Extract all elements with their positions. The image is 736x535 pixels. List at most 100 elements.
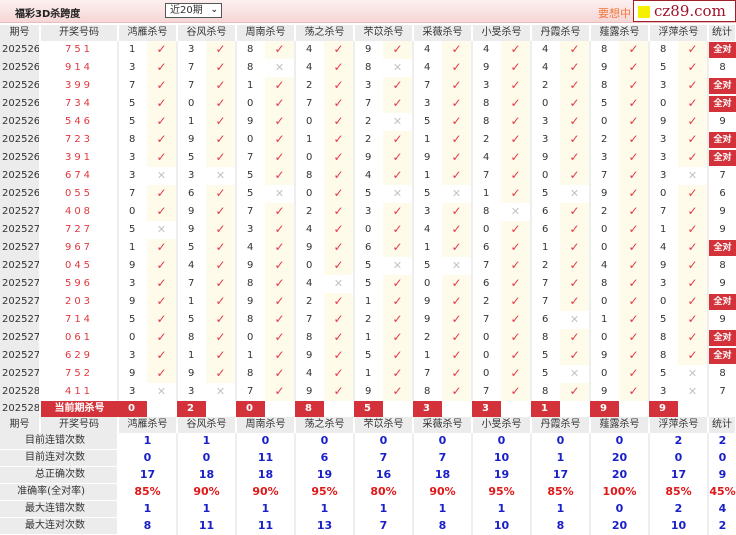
stat-count: 8 — [719, 260, 726, 271]
result-cell: ✓ — [619, 257, 649, 275]
result-cell: ✓ — [324, 59, 354, 77]
result-cell: ✓ — [560, 77, 590, 95]
stats-value: 6 — [294, 449, 354, 467]
check-icon: ✓ — [687, 114, 698, 128]
all-correct-badge: 全对 — [710, 42, 736, 58]
issue-cell: 2025278 — [0, 347, 41, 365]
result-cell: ✓ — [442, 77, 472, 95]
kill-number: 9 — [353, 149, 383, 167]
check-icon: ✓ — [392, 78, 403, 92]
result-cell: ✓ — [678, 311, 708, 329]
result-cell: ✓ — [206, 257, 236, 275]
stat-count: 9 — [719, 116, 726, 127]
cross-icon: ✕ — [569, 312, 580, 326]
result-cell: ✓ — [206, 293, 236, 311]
draw-number: 751 — [64, 44, 94, 55]
check-icon: ✓ — [333, 204, 344, 218]
result-cell: ✓ — [619, 311, 649, 329]
check-icon: ✓ — [392, 132, 403, 146]
column-header-draw: 开奖号码 — [40, 417, 119, 433]
stats-label: 最大连错次数 — [0, 500, 119, 518]
stats-value: 1 — [235, 500, 295, 518]
site-logo[interactable]: cz89.com — [633, 0, 736, 22]
kill-number: 9 — [235, 113, 265, 131]
result-cell: ✓ — [560, 59, 590, 77]
check-icon: ✓ — [156, 114, 167, 128]
check-icon: ✓ — [392, 348, 403, 362]
kill-number: 8 — [530, 329, 560, 347]
check-icon: ✓ — [215, 330, 226, 344]
issue-cell: 2025261 — [0, 41, 41, 59]
column-header-predictor: 鸿雁杀号 — [118, 25, 178, 41]
kill-number: 4 — [294, 275, 324, 293]
check-icon: ✓ — [156, 78, 167, 92]
result-cell: ✓ — [206, 311, 236, 329]
issue-cell: 2025271 — [0, 221, 41, 239]
stat-count: 7 — [719, 170, 726, 181]
column-header-predictor: 浮萍杀号 — [649, 25, 709, 41]
check-icon: ✓ — [274, 240, 285, 254]
check-icon: ✓ — [510, 384, 521, 398]
current-kill-number: 2 — [177, 401, 206, 417]
result-cell: ✓ — [147, 257, 177, 275]
result-cell: ✓ — [619, 275, 649, 293]
result-cell: ✕ — [678, 383, 708, 401]
stat-cell: 全对 — [707, 293, 736, 311]
stats-value: 1 — [412, 500, 472, 518]
result-cell: ✓ — [324, 383, 354, 401]
current-kill-number: 1 — [531, 401, 560, 417]
check-icon: ✓ — [569, 222, 580, 236]
stats-value: 85% — [117, 483, 177, 501]
result-cell: ✓ — [560, 149, 590, 167]
kill-number: 9 — [471, 59, 501, 77]
result-cell: ✓ — [383, 77, 413, 95]
kill-number: 7 — [530, 275, 560, 293]
kill-number: 4 — [294, 41, 324, 59]
kill-number: 2 — [353, 311, 383, 329]
kill-number: 8 — [235, 275, 265, 293]
result-cell: ✓ — [619, 221, 649, 239]
column-header-predictor: 小旻杀号 — [472, 417, 532, 433]
page-title: 福彩3D杀跨度 — [15, 9, 81, 20]
stats-value: 20 — [589, 449, 649, 467]
kill-number: 9 — [176, 203, 206, 221]
current-kill-number: 9 — [590, 401, 619, 417]
check-icon: ✓ — [451, 150, 462, 164]
kill-number: 7 — [235, 203, 265, 221]
stats-value: 0 — [471, 433, 531, 450]
stat-count: 8 — [719, 368, 726, 379]
kill-number: 8 — [648, 329, 678, 347]
current-kill-number: 3 — [413, 401, 442, 417]
period-select[interactable]: 近20期 ⌄ — [165, 3, 222, 18]
result-cell: ✕ — [442, 257, 472, 275]
draw-number: 727 — [64, 224, 94, 235]
stats-value: 1 — [530, 500, 590, 518]
check-icon: ✓ — [274, 96, 285, 110]
logo-text: cz89.com — [654, 2, 726, 20]
result-cell: ✓ — [442, 41, 472, 59]
check-icon: ✓ — [628, 114, 639, 128]
result-cell: ✓ — [442, 365, 472, 383]
kill-number: 4 — [412, 41, 442, 59]
kill-number: 0 — [353, 221, 383, 239]
kill-number: 5 — [412, 113, 442, 131]
draw-number: 674 — [64, 170, 94, 181]
result-cell: ✓ — [678, 149, 708, 167]
current-kill-number: 0 — [118, 401, 147, 417]
check-icon: ✓ — [451, 114, 462, 128]
column-header-predictor: 薤露杀号 — [590, 417, 650, 433]
kill-number: 3 — [176, 383, 206, 401]
top-bar: 福彩3D杀跨度 近20期 ⌄ 要想中 cz89.com — [0, 0, 736, 23]
result-cell: ✓ — [265, 347, 295, 365]
result-cell: ✓ — [501, 275, 531, 293]
check-icon: ✓ — [569, 114, 580, 128]
stat-count: 9 — [719, 278, 726, 289]
result-cell: ✓ — [501, 113, 531, 131]
table-row: 2025268 674 3 ✕ 3 ✕ 5 ✓ 8 ✓ 4 ✓ 1 ✓ 7 ✓ 0 ✓ 7 ✓ 3 ✕ 7 — [0, 167, 736, 185]
cross-icon: ✕ — [687, 366, 698, 380]
result-cell: ✓ — [147, 77, 177, 95]
kill-number: 2 — [471, 293, 501, 311]
check-icon: ✓ — [156, 312, 167, 326]
